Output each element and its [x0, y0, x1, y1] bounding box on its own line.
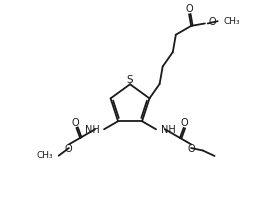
- Text: O: O: [185, 5, 193, 14]
- Text: O: O: [181, 119, 188, 128]
- Text: O: O: [64, 144, 72, 154]
- Text: S: S: [127, 75, 133, 85]
- Text: O: O: [209, 17, 216, 27]
- Text: NH: NH: [85, 125, 99, 135]
- Text: O: O: [72, 119, 79, 128]
- Text: CH₃: CH₃: [224, 17, 240, 26]
- Text: CH₃: CH₃: [36, 151, 53, 160]
- Text: NH: NH: [161, 125, 176, 135]
- Text: O: O: [187, 144, 195, 154]
